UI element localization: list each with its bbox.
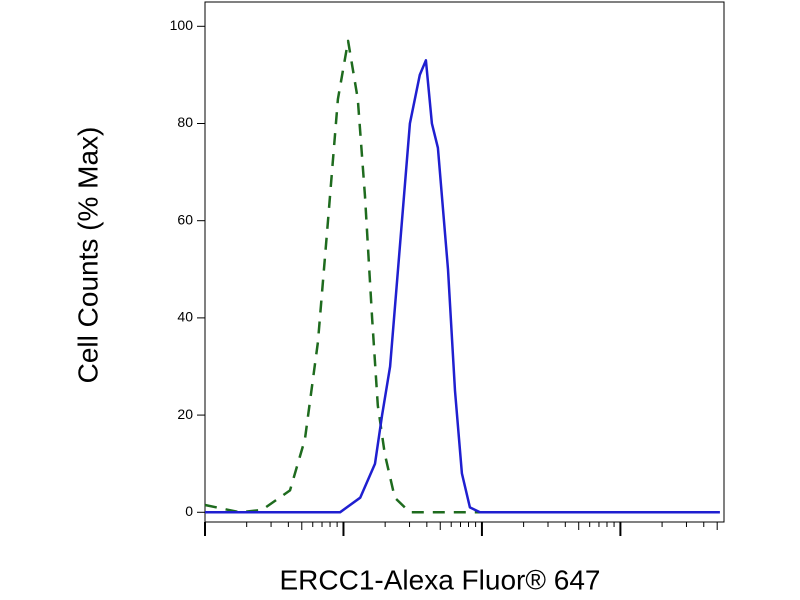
y-tick-label: 80	[177, 114, 193, 130]
y-tick-label: 40	[177, 309, 193, 325]
y-tick-label: 0	[185, 503, 193, 519]
y-tick-label: 60	[177, 211, 193, 227]
y-axis-title: Cell Counts (% Max)	[72, 127, 103, 384]
series-line	[204, 39, 720, 514]
series-line	[205, 59, 720, 514]
x-axis-title: ERCC1-Alexa Fluor® 647	[280, 564, 601, 595]
plot-frame	[204, 1, 725, 523]
y-tick-label: 20	[177, 406, 193, 422]
y-tick-label: 100	[170, 17, 194, 33]
